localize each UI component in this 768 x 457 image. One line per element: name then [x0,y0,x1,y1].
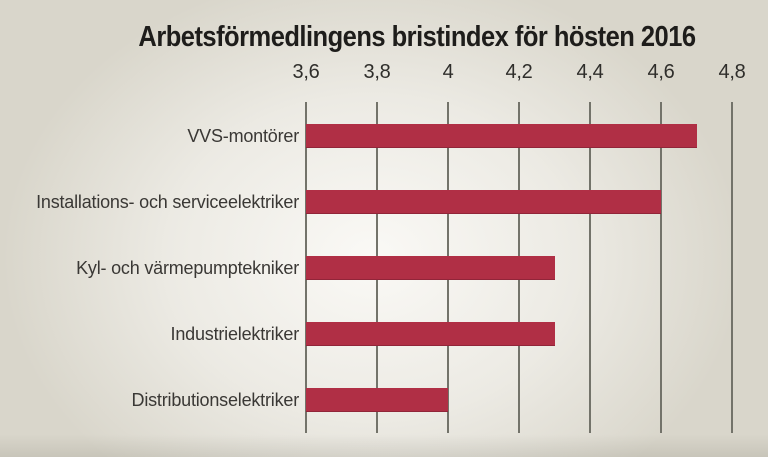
x-axis-tick-label: 4,6 [647,61,675,83]
category-label: Industrielektriker [170,324,300,344]
category-label: VVS-montörer [187,126,299,146]
x-axis-tick-label: 4,4 [576,61,604,83]
x-axis-tick-label: 3,6 [292,61,320,83]
grid-line [589,102,591,433]
x-axis-tick-label: 3,8 [363,61,391,83]
grid-line [731,102,733,433]
x-axis-tick-label: 4 [442,61,454,83]
bar [306,388,448,412]
bar [306,322,555,346]
bar [306,256,555,280]
bar [306,190,661,214]
x-axis-tick-label: 4,2 [505,61,533,83]
category-label: Distributionselektriker [131,390,300,410]
category-label: Kyl- och värmepumptekniker [76,258,299,278]
x-axis-tick-label: 4,8 [718,61,746,83]
grid-line [660,102,662,433]
bar [306,124,697,148]
chart-title: Arbetsförmedlingens bristindex för höste… [138,21,696,53]
category-label: Installations- och serviceelektriker [36,192,299,212]
